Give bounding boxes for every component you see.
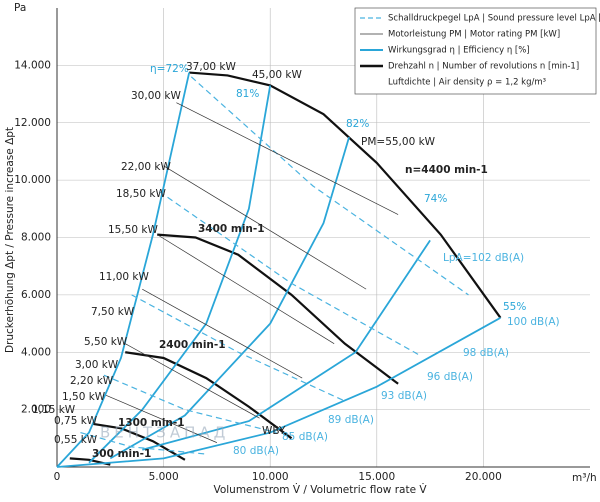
- curve: [158, 191, 420, 356]
- legend-label: Drehzahl n | Number of revolutions n [mi…: [388, 62, 579, 72]
- legend-label: Motorleistung PM | Motor rating PM [kW]: [388, 30, 560, 40]
- annotation: η=72%: [150, 63, 189, 75]
- y-tick-label: 2.000: [21, 404, 51, 416]
- annotation: 81%: [236, 88, 259, 100]
- x-tick-label: 5.000: [149, 471, 179, 483]
- y-tick-label: 14.000: [14, 59, 51, 71]
- legend-box: [354, 7, 597, 95]
- annotation: 15,50 kW: [108, 224, 158, 236]
- annotation: 55%: [503, 301, 526, 313]
- y-tick-label: 12.000: [14, 117, 51, 129]
- curve: [105, 394, 218, 443]
- annotation: 98 dB(A): [463, 347, 509, 359]
- annotation: 45,00 kW: [252, 69, 302, 81]
- curve: [56, 317, 501, 468]
- x-axis-title: Volumenstrom V̇ / Volumetric flow rate V…: [213, 483, 427, 496]
- annotation: 85 dB(A): [282, 431, 328, 443]
- y-tick-label: 4.000: [21, 346, 51, 358]
- annotation: 300 min-1: [92, 448, 151, 460]
- curve: [142, 288, 303, 379]
- annotation: 5,50 kW: [84, 336, 128, 348]
- x-tick-label: 20.000: [465, 471, 502, 483]
- legend-label: Schalldruckpegel LpA | Sound pressure le…: [388, 14, 600, 24]
- annotation: 30,00 kW: [131, 90, 181, 102]
- curve: [125, 351, 293, 440]
- x-unit: m³/h: [572, 472, 597, 484]
- annotation: 0,75 kW: [54, 415, 98, 427]
- annotation: 3400 min-1: [198, 223, 265, 235]
- y-tick-label: 10.000: [14, 174, 51, 186]
- curve: [88, 85, 272, 464]
- y-tick-label: 6.000: [21, 289, 51, 301]
- annotation: 3,00 kW: [75, 359, 119, 371]
- annotation: 1300 min-1: [118, 417, 185, 429]
- annotation: LpA=102 dB(A): [443, 252, 524, 264]
- curve: [163, 165, 367, 290]
- curve: [80, 431, 207, 455]
- y-unit: Pa: [14, 2, 26, 14]
- annotation: 11,00 kW: [99, 271, 149, 283]
- annotation: 80 dB(A): [233, 445, 279, 457]
- annotation: 18,50 kW: [116, 188, 166, 200]
- annotation: 7,50 kW: [91, 306, 135, 318]
- annotation: PM=55,00 kW: [361, 136, 436, 148]
- y-axis-title: Druckerhöhung Δpt / Pressure increase Δp…: [4, 127, 16, 353]
- annotation: 37,00 kW: [186, 61, 236, 73]
- annotation: 0,55 kW: [54, 434, 98, 446]
- annotation: 1,15 kW: [32, 404, 76, 416]
- legend-label: Wirkungsgrad η | Efficiency η [%]: [388, 46, 530, 56]
- y-tick-label: 8.000: [21, 232, 51, 244]
- annotation: 82%: [346, 118, 369, 130]
- curve: [56, 72, 191, 468]
- annotation: ВЕНТЗАПАД: [100, 424, 229, 442]
- curve: [176, 102, 399, 215]
- curve: [131, 294, 346, 402]
- annotation: 96 dB(A): [427, 371, 473, 383]
- curve: [189, 71, 502, 319]
- annotation: 93 dB(A): [381, 390, 427, 402]
- curve: [103, 374, 277, 434]
- annotation: 100 dB(A): [507, 316, 560, 328]
- annotation: 1,50 kW: [62, 391, 106, 403]
- annotation: WBY: [262, 425, 286, 437]
- x-tick-label: 15.000: [358, 471, 395, 483]
- curve: [190, 76, 469, 296]
- curve: [157, 234, 335, 344]
- annotation: n=4400 min-1: [405, 164, 488, 176]
- curve: [157, 233, 399, 385]
- x-tick-label: 10.000: [252, 471, 289, 483]
- curve: [142, 239, 431, 451]
- legend-label: Luftdichte | Air density ρ = 1,2 kg/m³: [388, 78, 546, 88]
- annotation: 2,20 kW: [70, 375, 114, 387]
- curve: [109, 136, 350, 460]
- annotation: 74%: [424, 193, 447, 205]
- annotation: 22,00 kW: [121, 161, 171, 173]
- annotation: 89 dB(A): [328, 414, 374, 426]
- x-tick-label: 0: [54, 471, 61, 483]
- curve: [125, 343, 260, 419]
- annotation: 2400 min-1: [159, 339, 226, 351]
